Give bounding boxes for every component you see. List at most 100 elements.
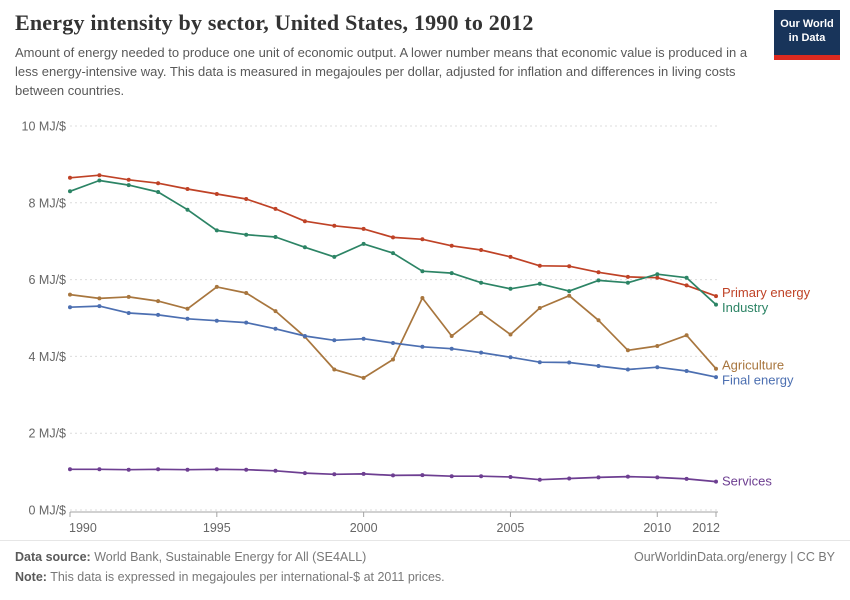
data-point [684, 476, 689, 481]
data-point [391, 235, 395, 240]
data-point [185, 316, 190, 321]
data-point [97, 296, 102, 301]
data-point [97, 178, 102, 183]
data-point [567, 289, 572, 294]
data-point [361, 375, 366, 380]
data-point [156, 181, 161, 186]
data-point [214, 318, 219, 323]
data-point [449, 346, 454, 351]
y-tick-label-2: 2 MJ/$ [28, 427, 66, 441]
data-point [332, 254, 337, 259]
data-point [391, 251, 395, 256]
line-chart[interactable]: 0 MJ/$ 2 MJ/$ 4 MJ/$ 6 MJ/$ 8 MJ/$ 10 MJ/$ 199… [0, 113, 850, 540]
x-tick-label-1990: 1990 [69, 521, 97, 535]
data-point [126, 311, 131, 315]
series-agriculture[interactable] [68, 284, 718, 380]
data-point [97, 173, 102, 178]
data-point [420, 237, 425, 242]
data-point [332, 338, 337, 343]
x-tick-label-2000: 2000 [350, 521, 378, 535]
data-point [420, 473, 425, 478]
cc-by-link[interactable]: CC BY [796, 550, 835, 564]
data-point [244, 291, 249, 295]
series-label-services[interactable]: Services [722, 474, 772, 489]
series-services[interactable] [68, 467, 718, 484]
data-source-line: Data source: World Bank, Sustainable Ene… [15, 550, 366, 564]
data-point [302, 334, 307, 338]
series-label-industry[interactable]: Industry [722, 300, 769, 315]
data-point [68, 305, 72, 310]
data-point [391, 473, 395, 478]
data-point [508, 254, 513, 259]
data-point [68, 189, 72, 194]
data-point [156, 467, 161, 472]
footer-links: OurWorldinData.org/energy | CC BY [634, 550, 835, 564]
data-point [244, 320, 249, 325]
chart-subtitle: Amount of energy needed to produce one u… [15, 45, 748, 98]
data-point [596, 270, 601, 275]
data-point [302, 471, 307, 476]
note-line: Note: This data is expressed in megajoul… [15, 570, 445, 584]
chart-area[interactable]: 0 MJ/$ 2 MJ/$ 4 MJ/$ 6 MJ/$ 8 MJ/$ 10 MJ/$ 199… [0, 113, 850, 540]
data-point [479, 474, 484, 479]
data-point [625, 280, 630, 285]
series-industry[interactable] [68, 178, 718, 307]
data-point [361, 471, 366, 476]
data-point [449, 243, 454, 248]
data-source-label: Data source: [15, 550, 91, 564]
data-point [537, 281, 542, 286]
data-point [68, 175, 72, 180]
y-tick-label-4: 4 MJ/$ [28, 350, 66, 364]
data-point [420, 269, 425, 274]
data-point [156, 190, 161, 194]
series-final-energy[interactable] [68, 304, 718, 380]
series-primary-energy[interactable] [68, 173, 718, 299]
owid-logo-line1: Our World [780, 18, 834, 30]
data-point [596, 318, 601, 323]
data-point [684, 275, 689, 280]
data-point [185, 187, 190, 191]
data-point [273, 468, 278, 473]
data-point [714, 479, 718, 484]
series-label-primary-energy[interactable]: Primary energy [722, 285, 811, 300]
data-point [214, 284, 219, 289]
data-point [537, 263, 542, 268]
data-point [126, 177, 131, 182]
data-point [273, 235, 278, 239]
data-point [655, 365, 660, 370]
data-point [537, 360, 542, 365]
x-tick-label-2012: 2012 [692, 521, 720, 535]
data-point [479, 280, 484, 285]
y-tick-label-8: 8 MJ/$ [28, 196, 66, 210]
data-point [391, 357, 395, 362]
data-point [567, 476, 572, 481]
data-point [714, 366, 718, 371]
data-point [361, 336, 366, 341]
data-point [332, 223, 337, 228]
data-point [714, 294, 718, 299]
data-point [508, 355, 513, 360]
data-point [449, 271, 454, 276]
data-point [655, 272, 660, 277]
y-tick-label-10: 10 MJ/$ [22, 120, 67, 134]
owid-logo-line2: in Data [788, 32, 826, 45]
data-point [420, 344, 425, 349]
x-tick-label-1995: 1995 [203, 521, 231, 535]
data-point [302, 245, 307, 250]
data-point [567, 293, 572, 298]
data-point [596, 278, 601, 283]
data-point [126, 294, 131, 299]
owid-logo[interactable]: Our World in Data [774, 10, 840, 60]
data-point [68, 292, 72, 297]
series-label-final-energy[interactable]: Final energy [722, 372, 794, 387]
x-tick-label-2005: 2005 [497, 521, 525, 535]
series-label-agriculture[interactable]: Agriculture [722, 357, 784, 372]
x-tick-label-2010: 2010 [643, 521, 671, 535]
owid-energy-link[interactable]: OurWorldinData.org/energy [633, 550, 787, 564]
data-point [302, 219, 307, 224]
data-point [449, 474, 454, 479]
data-point [156, 299, 161, 304]
data-point [244, 467, 249, 472]
data-point [479, 311, 484, 315]
chart-header: Energy intensity by sector, United State… [15, 10, 765, 101]
